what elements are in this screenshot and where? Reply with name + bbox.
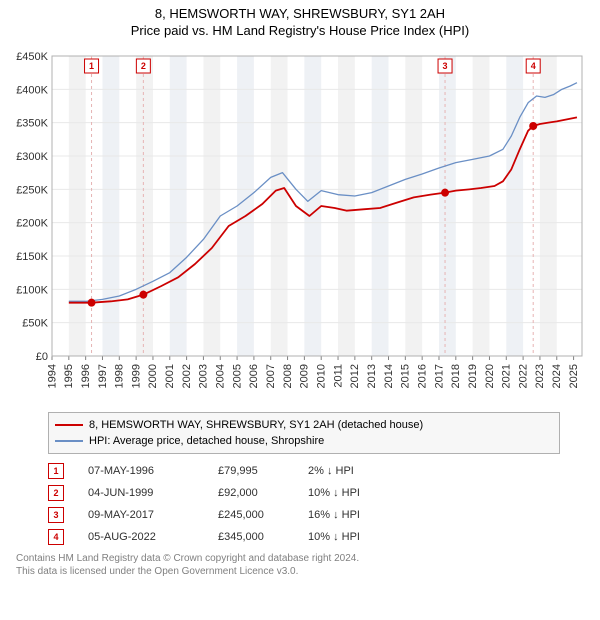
title-address: 8, HEMSWORTH WAY, SHREWSBURY, SY1 2AH: [0, 6, 600, 23]
legend-row-hpi: HPI: Average price, detached house, Shro…: [55, 433, 553, 449]
sale-price: £92,000: [218, 487, 308, 499]
svg-text:2008: 2008: [282, 364, 294, 388]
svg-text:1: 1: [89, 61, 94, 71]
svg-text:£150K: £150K: [16, 251, 48, 263]
sale-date: 05-AUG-2022: [88, 531, 218, 543]
sale-price: £345,000: [218, 531, 308, 543]
sale-price: £245,000: [218, 509, 308, 521]
svg-text:£0: £0: [36, 351, 48, 363]
sale-date: 07-MAY-1996: [88, 465, 218, 477]
svg-text:2016: 2016: [416, 364, 428, 388]
svg-text:2011: 2011: [332, 364, 344, 388]
svg-text:2024: 2024: [551, 364, 563, 388]
svg-text:£450K: £450K: [16, 51, 48, 63]
svg-text:2025: 2025: [568, 364, 580, 388]
sale-marker-4: 4: [48, 529, 64, 545]
sale-marker-1: 1: [48, 463, 64, 479]
table-row: 3 09-MAY-2017 £245,000 16% ↓ HPI: [48, 504, 560, 526]
table-row: 2 04-JUN-1999 £92,000 10% ↓ HPI: [48, 482, 560, 504]
legend-label-property: 8, HEMSWORTH WAY, SHREWSBURY, SY1 2AH (d…: [89, 419, 423, 431]
table-row: 1 07-MAY-1996 £79,995 2% ↓ HPI: [48, 460, 560, 482]
svg-text:£250K: £250K: [16, 184, 48, 196]
svg-text:2014: 2014: [383, 364, 395, 388]
svg-text:2009: 2009: [299, 364, 311, 388]
svg-text:£350K: £350K: [16, 117, 48, 129]
sale-date: 04-JUN-1999: [88, 487, 218, 499]
svg-text:2023: 2023: [534, 364, 546, 388]
svg-text:£50K: £50K: [22, 317, 48, 329]
svg-text:2019: 2019: [467, 364, 479, 388]
sale-diff: 10% ↓ HPI: [308, 531, 388, 543]
sale-price: £79,995: [218, 465, 308, 477]
svg-text:2004: 2004: [215, 364, 227, 388]
sale-diff: 16% ↓ HPI: [308, 509, 388, 521]
svg-text:2015: 2015: [400, 364, 412, 388]
footer-line1: Contains HM Land Registry data © Crown c…: [16, 552, 590, 565]
svg-text:2: 2: [141, 61, 146, 71]
sale-diff: 10% ↓ HPI: [308, 487, 388, 499]
svg-text:2018: 2018: [450, 364, 462, 388]
svg-text:1995: 1995: [63, 364, 75, 388]
chart-container: 8, HEMSWORTH WAY, SHREWSBURY, SY1 2AH Pr…: [0, 0, 600, 578]
svg-text:2007: 2007: [265, 364, 277, 388]
table-row: 4 05-AUG-2022 £345,000 10% ↓ HPI: [48, 526, 560, 548]
svg-text:£200K: £200K: [16, 217, 48, 229]
sale-marker-3: 3: [48, 507, 64, 523]
sale-marker-2: 2: [48, 485, 64, 501]
svg-text:£100K: £100K: [16, 284, 48, 296]
svg-text:£300K: £300K: [16, 151, 48, 163]
svg-text:2000: 2000: [147, 364, 159, 388]
title-block: 8, HEMSWORTH WAY, SHREWSBURY, SY1 2AH Pr…: [0, 0, 600, 40]
svg-text:£400K: £400K: [16, 84, 48, 96]
sale-date: 09-MAY-2017: [88, 509, 218, 521]
svg-text:2022: 2022: [517, 364, 529, 388]
title-subtitle: Price paid vs. HM Land Registry's House …: [0, 23, 600, 40]
svg-text:2005: 2005: [231, 364, 243, 388]
svg-text:2013: 2013: [366, 364, 378, 388]
svg-text:1996: 1996: [80, 364, 92, 388]
svg-text:2006: 2006: [248, 364, 260, 388]
legend-label-hpi: HPI: Average price, detached house, Shro…: [89, 435, 324, 447]
svg-text:1998: 1998: [114, 364, 126, 388]
svg-text:2020: 2020: [484, 364, 496, 388]
svg-text:2017: 2017: [433, 364, 445, 388]
svg-text:2010: 2010: [316, 364, 328, 388]
svg-text:3: 3: [443, 61, 448, 71]
sale-diff: 2% ↓ HPI: [308, 465, 388, 477]
legend: 8, HEMSWORTH WAY, SHREWSBURY, SY1 2AH (d…: [48, 412, 560, 454]
legend-swatch-property: [55, 424, 83, 426]
svg-text:2021: 2021: [501, 364, 513, 388]
svg-text:1994: 1994: [46, 364, 58, 388]
footer-note: Contains HM Land Registry data © Crown c…: [16, 552, 590, 578]
svg-text:2001: 2001: [164, 364, 176, 388]
footer-line2: This data is licensed under the Open Gov…: [16, 565, 590, 578]
sales-table: 1 07-MAY-1996 £79,995 2% ↓ HPI 2 04-JUN-…: [48, 460, 560, 548]
legend-swatch-hpi: [55, 440, 83, 442]
svg-text:2002: 2002: [181, 364, 193, 388]
svg-text:2012: 2012: [349, 364, 361, 388]
svg-text:2003: 2003: [198, 364, 210, 388]
svg-text:1999: 1999: [130, 364, 142, 388]
svg-text:1997: 1997: [97, 364, 109, 388]
svg-text:4: 4: [531, 61, 536, 71]
chart-area: £0 £50K £100K £150K £200K £250K £300K £350K £400…: [10, 48, 590, 408]
legend-row-property: 8, HEMSWORTH WAY, SHREWSBURY, SY1 2AH (d…: [55, 417, 553, 433]
chart-svg: £0 £50K £100K £150K £200K £250K £300K £350K £400…: [10, 48, 590, 408]
